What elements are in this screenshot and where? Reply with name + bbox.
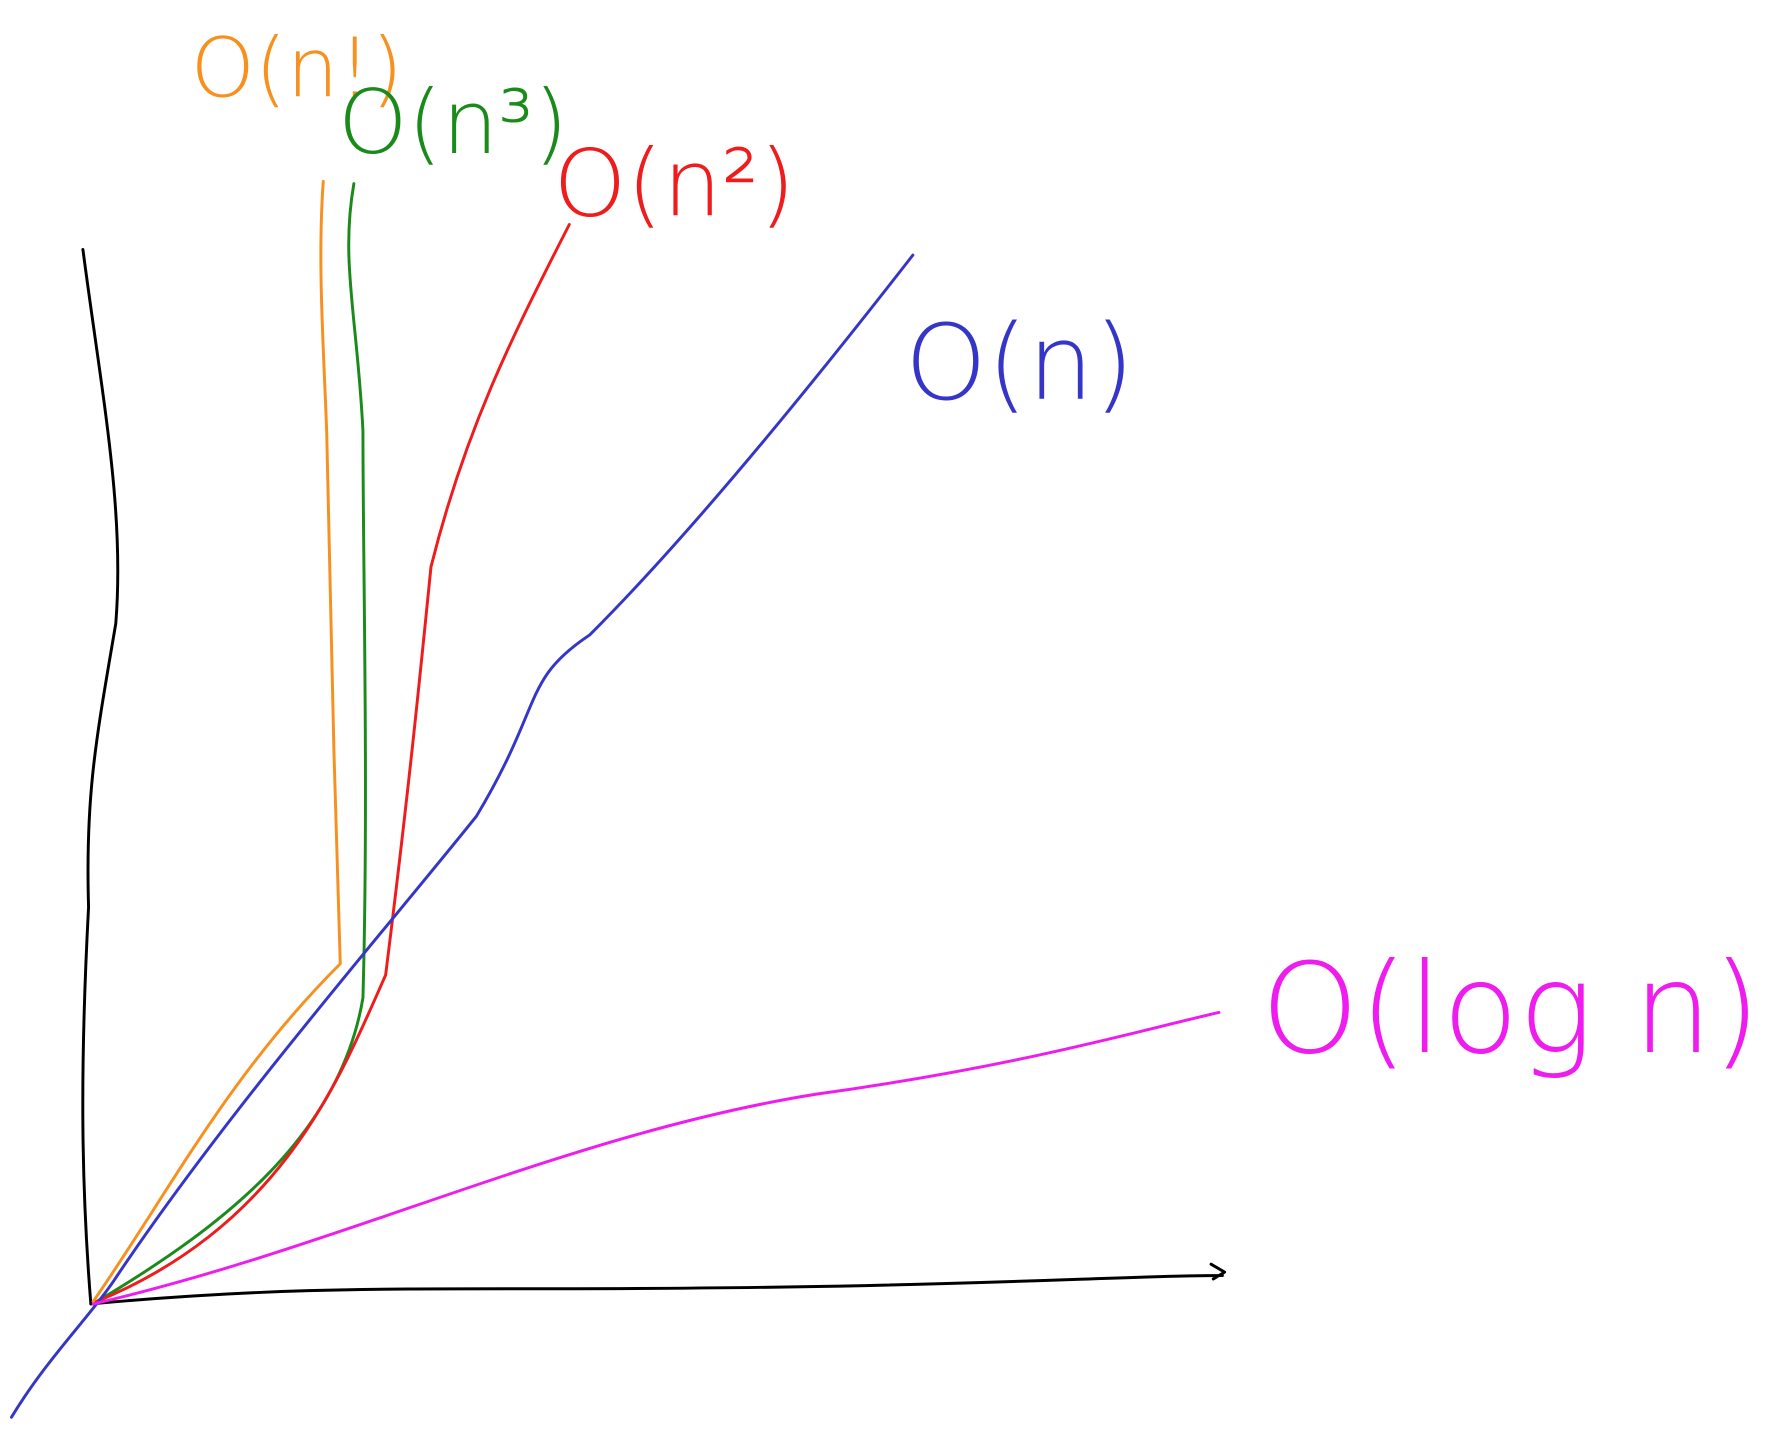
x-axis: [91, 1264, 1225, 1304]
curve-label: O(n²): [553, 129, 795, 237]
complexity-curve: [11, 255, 912, 1417]
y-axis: [83, 249, 118, 1303]
complexity-curve: [93, 1012, 1219, 1303]
curve-label: O(n): [905, 302, 1135, 424]
sketch: O(n!)O(n³)O(n²)O(n)O(log n): [0, 0, 1769, 1432]
curve-label: O(n³): [338, 71, 568, 174]
curve-label: O(log n): [1261, 937, 1761, 1082]
complexity-curve: [97, 184, 366, 1302]
